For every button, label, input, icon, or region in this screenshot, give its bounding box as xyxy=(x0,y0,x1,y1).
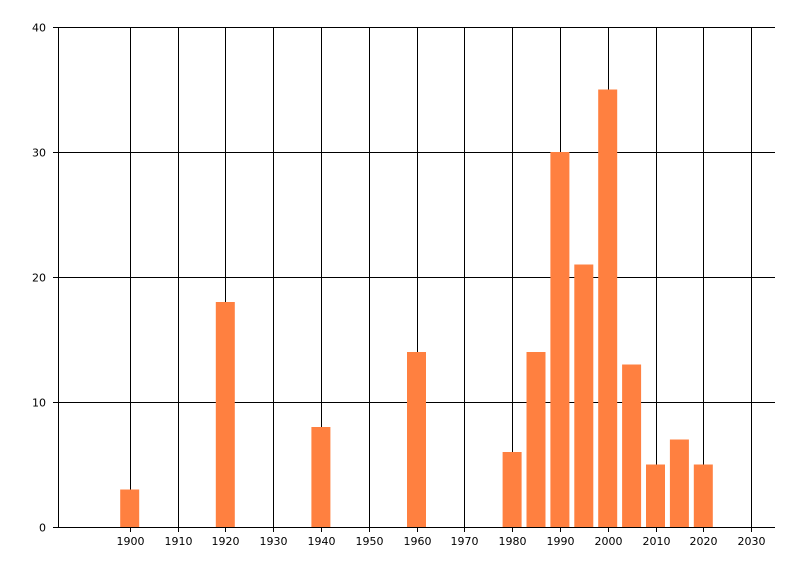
bar-1960 xyxy=(407,352,426,527)
x-tick-label: 1900 xyxy=(117,535,145,548)
x-tick-label: 2000 xyxy=(595,535,623,548)
bar-1940 xyxy=(311,427,331,527)
y-tick-label: 40 xyxy=(32,22,46,35)
x-tick-label: 1970 xyxy=(451,535,479,548)
bar-1920 xyxy=(215,302,235,527)
x-tick-label: 1930 xyxy=(260,535,288,548)
bar-2010 xyxy=(646,464,665,527)
y-tick-label: 0 xyxy=(39,522,46,535)
bar-2005 xyxy=(622,364,642,527)
x-tick-label: 1950 xyxy=(356,535,384,548)
x-tick-label: 1920 xyxy=(212,535,240,548)
x-tick-label: 1990 xyxy=(547,535,575,548)
x-tick-label: 2020 xyxy=(690,535,718,548)
x-tick-label: 1980 xyxy=(499,535,527,548)
x-tick-label: 1960 xyxy=(404,535,432,548)
y-tick-label: 20 xyxy=(32,272,46,285)
bar-2015 xyxy=(669,439,689,527)
x-tick-labels: 1900 1910 1920 1930 1940 1950 1960 1970 1980 1990… xyxy=(117,527,766,548)
bars xyxy=(120,89,713,527)
x-tick-label: 1940 xyxy=(308,535,336,548)
x-tick-label: 2010 xyxy=(643,535,671,548)
x-tick-label: 2030 xyxy=(738,535,766,548)
bar-1980 xyxy=(502,452,522,527)
bar-2000 xyxy=(598,89,618,527)
y-tick-label: 30 xyxy=(32,147,46,160)
bar-2020 xyxy=(693,464,713,527)
grid xyxy=(58,27,775,528)
y-tick-labels: 0 10 20 30 40 xyxy=(32,22,58,535)
bar-1995 xyxy=(574,264,594,527)
axes xyxy=(58,27,775,528)
x-tick-label: 1910 xyxy=(165,535,193,548)
bar-1990 xyxy=(550,152,570,527)
y-tick-label: 10 xyxy=(32,397,46,410)
bar-1985 xyxy=(526,352,546,527)
bar-1900 xyxy=(120,489,140,527)
